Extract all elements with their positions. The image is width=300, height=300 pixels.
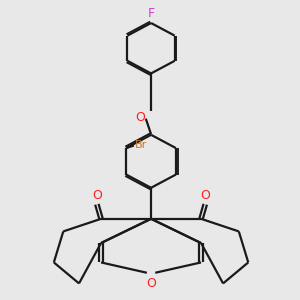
Text: F: F	[148, 8, 154, 20]
Text: Br: Br	[135, 140, 147, 150]
Text: O: O	[135, 110, 145, 124]
Text: O: O	[92, 189, 102, 202]
Text: O: O	[200, 189, 210, 202]
Text: O: O	[146, 277, 156, 290]
